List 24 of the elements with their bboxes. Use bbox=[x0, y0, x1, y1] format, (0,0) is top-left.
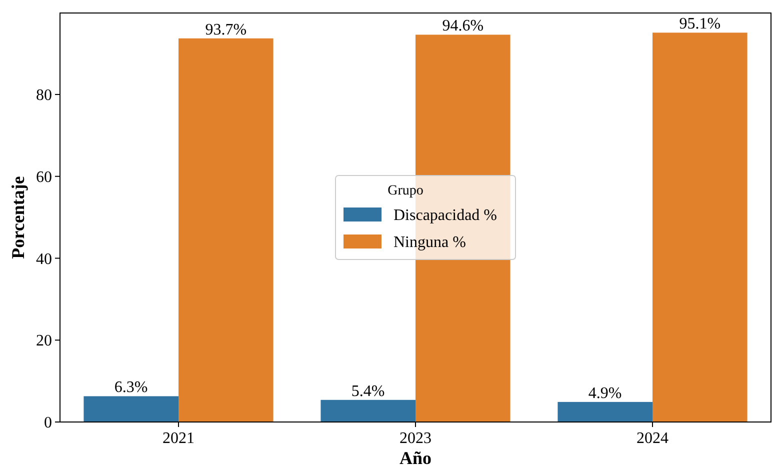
data-label: 93.7% bbox=[205, 21, 247, 38]
y-tick-label: 40 bbox=[36, 250, 52, 268]
bar bbox=[652, 32, 748, 422]
bar bbox=[320, 400, 416, 422]
x-tick-label: 2023 bbox=[400, 430, 432, 447]
data-label: 95.1% bbox=[679, 16, 721, 33]
x-tick-label: 2024 bbox=[636, 430, 668, 447]
y-tick-label: 60 bbox=[36, 168, 52, 186]
y-tick-label: 80 bbox=[36, 87, 52, 104]
data-label: 4.9% bbox=[588, 384, 622, 402]
y-tick-label: 20 bbox=[36, 332, 52, 350]
y-tick-label: 0 bbox=[44, 414, 52, 432]
data-label: 94.6% bbox=[442, 18, 484, 35]
bar bbox=[178, 38, 274, 422]
data-label: 6.3% bbox=[114, 379, 148, 396]
legend-title: Grupo bbox=[388, 184, 424, 198]
data-label: 5.4% bbox=[351, 382, 385, 400]
x-axis-title: Año bbox=[399, 448, 432, 466]
y-axis-title: Porcentaje bbox=[8, 176, 28, 259]
x-tick-label: 2021 bbox=[162, 430, 194, 447]
bar bbox=[84, 396, 178, 422]
bar bbox=[558, 402, 652, 422]
legend-label: Discapacidad % bbox=[394, 207, 498, 224]
legend-label: Ninguna % bbox=[394, 234, 466, 252]
